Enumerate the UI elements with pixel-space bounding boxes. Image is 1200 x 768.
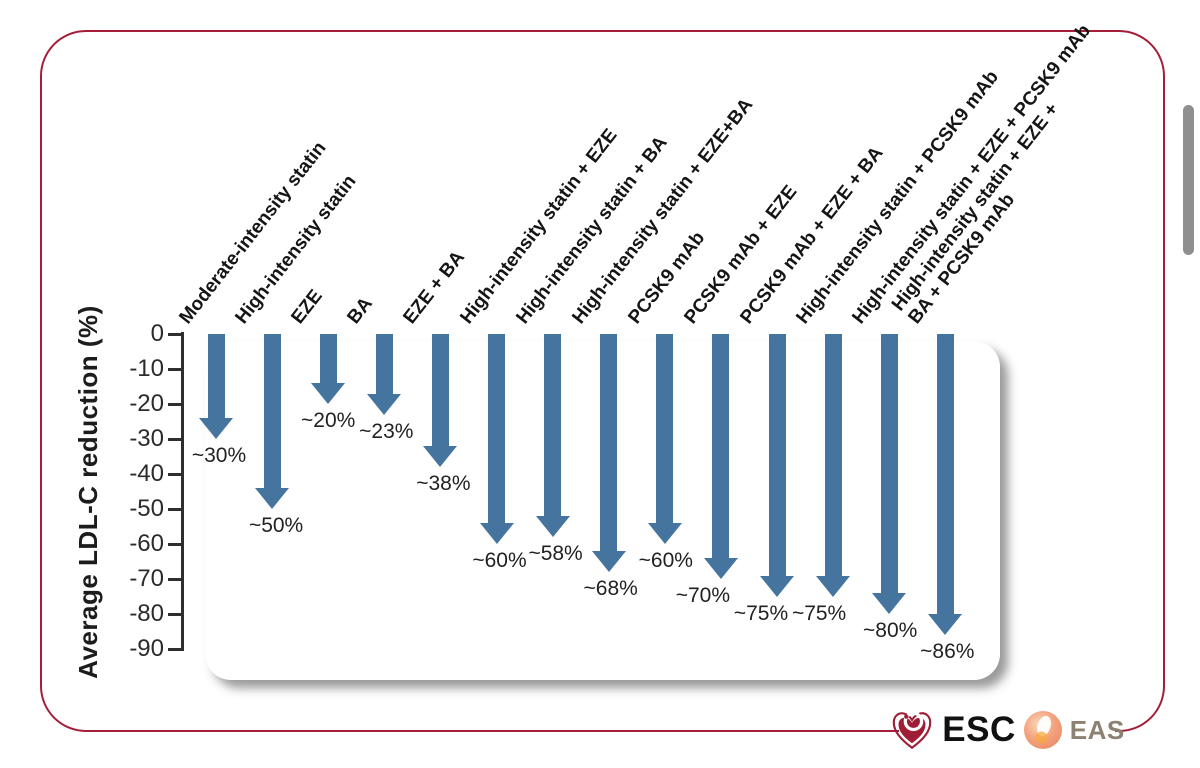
y-tick-label: -10 [129, 355, 164, 382]
y-axis-line [181, 332, 184, 651]
esc-heart-icon [889, 709, 935, 752]
therapy-arrow [816, 334, 851, 597]
y-tick-mark [168, 367, 182, 371]
y-tick-label: -40 [129, 460, 164, 487]
eas-logo-text: EAS [1069, 714, 1125, 745]
therapy-arrow [591, 334, 626, 572]
y-tick-mark [168, 402, 182, 406]
therapy-arrow [928, 334, 963, 635]
y-tick-label: -50 [129, 495, 164, 522]
therapy-arrow [367, 334, 402, 415]
therapy-arrow [479, 334, 514, 544]
value-label: ~58% [528, 542, 583, 565]
y-tick-label: -80 [129, 600, 164, 627]
y-tick-label: -70 [129, 565, 164, 592]
y-tick-mark [168, 332, 182, 336]
y-tick-mark [168, 507, 182, 511]
y-tick-mark [168, 472, 182, 476]
y-tick-label: -30 [129, 425, 164, 452]
y-tick-label: -20 [129, 390, 164, 417]
y-tick-mark [168, 542, 182, 546]
figure-border [40, 30, 1165, 732]
scrollbar-thumb[interactable] [1183, 105, 1194, 255]
therapy-arrow [255, 334, 290, 509]
value-label: ~75% [733, 601, 789, 625]
value-label: ~30% [191, 444, 247, 467]
logo-strip: ESC EAS [893, 702, 1124, 758]
value-label: ~75% [791, 601, 847, 625]
value-label: ~86% [920, 640, 975, 663]
therapy-arrow [535, 334, 570, 537]
value-label: ~70% [675, 584, 731, 607]
y-tick-label: -90 [129, 635, 164, 662]
therapy-arrow [311, 334, 346, 404]
therapy-arrow [703, 334, 738, 579]
value-label: ~20% [301, 409, 356, 432]
y-tick-mark [168, 437, 182, 441]
value-label: ~80% [863, 619, 918, 642]
therapy-arrow [647, 334, 682, 544]
eas-icon [1023, 710, 1063, 750]
y-tick-mark [168, 647, 182, 651]
esc-logo-text: ESC [942, 710, 1016, 749]
value-label: ~60% [638, 549, 693, 572]
y-tick-label: 0 [150, 320, 164, 347]
value-label: ~68% [583, 577, 638, 600]
therapy-arrow [872, 334, 907, 614]
value-label: ~38% [416, 472, 471, 495]
therapy-arrow [199, 334, 233, 439]
value-label: ~50% [248, 514, 304, 537]
therapy-arrow [423, 334, 458, 467]
y-tick-mark [168, 577, 182, 581]
value-label: ~23% [359, 419, 414, 443]
y-tick-mark [168, 612, 182, 616]
value-label: ~60% [472, 549, 527, 572]
y-tick-label: -60 [129, 530, 164, 557]
therapy-arrow [760, 334, 794, 597]
